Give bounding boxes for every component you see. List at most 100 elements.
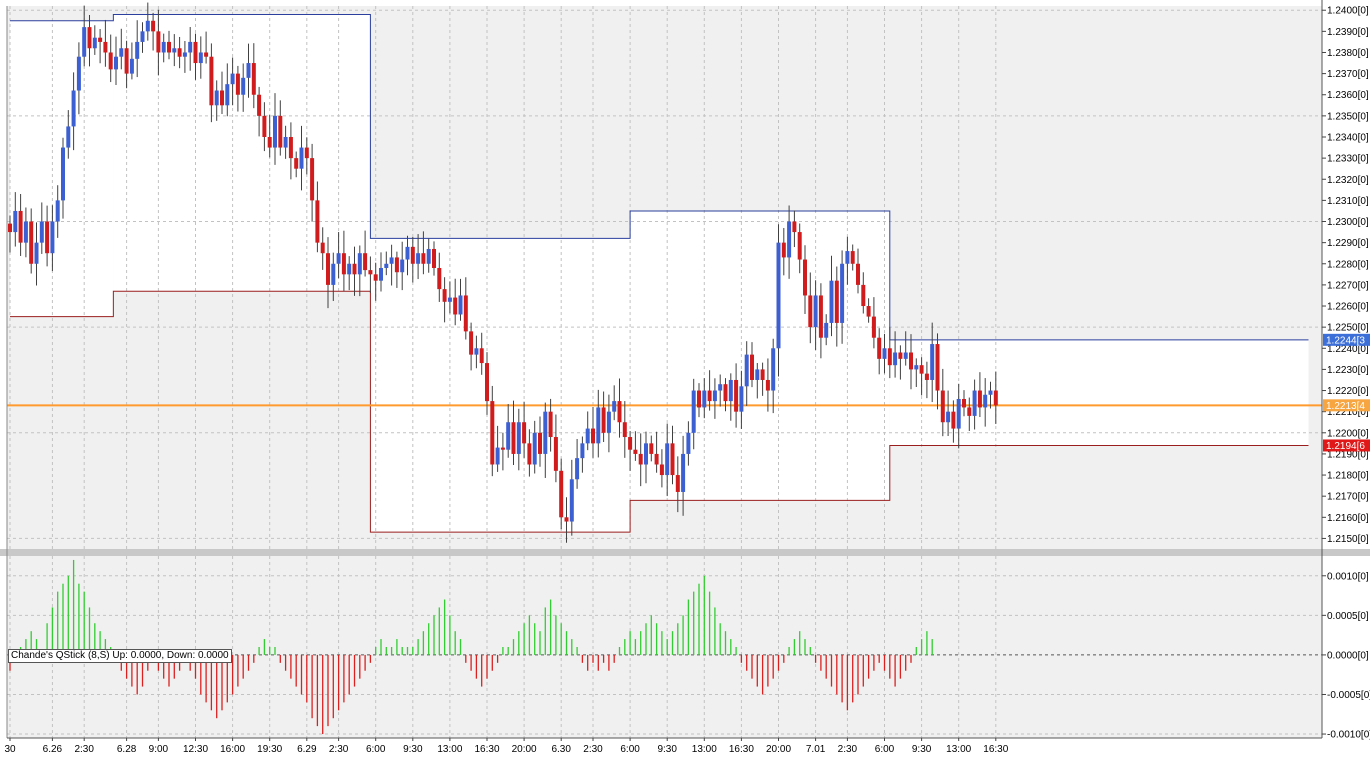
candle-body-32 [177, 48, 182, 57]
candle-body-152 [813, 295, 818, 328]
time-tick-label-9: 2:30 [329, 744, 349, 755]
price-tick-label-15: 1.2250[0] [1327, 323, 1369, 334]
candle-body-186 [993, 390, 998, 406]
candle-body-82 [442, 289, 447, 302]
price-tick-label-19: 1.2210[0] [1327, 407, 1369, 418]
candle-body-40 [220, 90, 224, 106]
time-tick-label-24: 6:00 [875, 744, 895, 755]
candle-body-159 [850, 251, 855, 264]
candle-body-37 [204, 52, 209, 57]
candle-body-86 [463, 295, 468, 332]
candle-body-36 [198, 52, 203, 64]
candle-body-153 [818, 295, 823, 338]
candle-body-22 [124, 48, 129, 74]
candle-body-87 [469, 331, 474, 355]
time-tick-label-11: 9:30 [403, 744, 423, 755]
candle-body-181 [967, 407, 972, 416]
candle-body-13 [76, 56, 81, 91]
time-tick-label-15: 6.30 [551, 744, 571, 755]
candle-body-68 [368, 270, 373, 275]
candle-body-105 [564, 517, 569, 522]
price-tick-label-20: 1.2200[0] [1327, 428, 1369, 439]
candle-body-18 [103, 41, 108, 53]
candle-body-21 [119, 48, 124, 57]
candle-body-142 [760, 369, 765, 380]
candle-body-185 [988, 390, 993, 395]
candle-body-174 [930, 344, 935, 380]
candle-body-103 [553, 437, 558, 471]
candle-body-4 [29, 221, 34, 264]
candle-body-157 [840, 263, 845, 323]
price-tag-bg-0 [1323, 333, 1370, 346]
candle-body-139 [744, 354, 749, 387]
candle-body-98 [527, 443, 532, 465]
candle-body-99 [532, 432, 537, 465]
candle-body-116 [622, 422, 627, 438]
price-tag-label-0: 1.2244[3 [1326, 335, 1365, 346]
osc-tick-label-1: 0.0005[0] [1327, 611, 1369, 622]
candle-body-76 [410, 246, 415, 264]
candle-body-108 [580, 443, 585, 459]
candle-body-85 [458, 295, 463, 315]
candle-body-29 [161, 41, 166, 53]
candle-body-7 [45, 221, 50, 254]
candle-body-125 [670, 443, 675, 476]
price-tick-label-5: 1.2350[0] [1327, 111, 1369, 122]
candle-body-175 [935, 344, 940, 391]
time-tick-label-18: 9:30 [657, 744, 677, 755]
lower-band-line [10, 290, 1309, 533]
candle-body-23 [129, 58, 134, 74]
candle-body-173 [924, 373, 929, 380]
price-tick-label-2: 1.2380[0] [1327, 48, 1369, 59]
candle-body-141 [755, 369, 760, 380]
candle-body-52 [283, 136, 288, 148]
candle-body-120 [644, 443, 648, 465]
price-tick-label-25: 1.2150[0] [1327, 534, 1369, 545]
price-tick-label-24: 1.2160[0] [1327, 513, 1369, 524]
candle-body-123 [659, 464, 664, 476]
price-tick-label-1: 1.2390[0] [1327, 27, 1369, 38]
candle-body-65 [352, 263, 357, 275]
price-tick-label-10: 1.2300[0] [1327, 217, 1369, 228]
candle-body-147 [787, 221, 792, 258]
price-tick-label-8: 1.2320[0] [1327, 175, 1369, 186]
candle-body-30 [167, 41, 171, 53]
time-tick-label-4: 9:00 [149, 744, 169, 755]
candle-body-155 [829, 280, 834, 323]
candle-body-41 [225, 84, 230, 106]
candle-body-56 [304, 147, 309, 159]
candle-body-42 [230, 73, 235, 85]
candle-body-167 [893, 352, 898, 366]
time-tick-label-13: 16:30 [474, 744, 499, 755]
candle-body-8 [50, 221, 55, 254]
time-tick-label-10: 6:00 [366, 744, 386, 755]
candle-body-134 [718, 384, 723, 391]
indicator-label: Chande's QStick (8,S) Up: 0.0000, Down: … [8, 649, 232, 663]
candle-body-110 [591, 428, 595, 444]
price-tick-label-16: 1.2240[0] [1327, 344, 1369, 355]
candle-body-143 [765, 379, 770, 391]
candle-body-47 [257, 94, 262, 116]
candle-body-26 [145, 20, 150, 32]
candle-body-59 [320, 242, 325, 254]
candle-body-12 [71, 90, 76, 127]
time-tick-label-21: 20:00 [766, 744, 791, 755]
time-tick-label-5: 12:30 [183, 744, 208, 755]
candle-body-150 [803, 259, 807, 296]
candle-body-33 [182, 52, 187, 57]
candle-body-117 [628, 437, 633, 450]
candle-body-122 [654, 453, 659, 465]
candle-body-91 [490, 401, 495, 465]
channel-fill-4 [889, 339, 1309, 446]
candle-body-138 [739, 386, 744, 412]
candle-body-106 [569, 479, 574, 522]
channel-fill-2 [370, 238, 631, 533]
candle-body-148 [792, 221, 797, 233]
candle-body-71 [384, 263, 389, 268]
candle-body-136 [728, 379, 733, 402]
candle-body-83 [447, 297, 452, 302]
candle-body-69 [373, 274, 378, 281]
candle-body-162 [866, 306, 871, 317]
candle-body-55 [299, 147, 304, 169]
candle-body-51 [278, 115, 283, 148]
